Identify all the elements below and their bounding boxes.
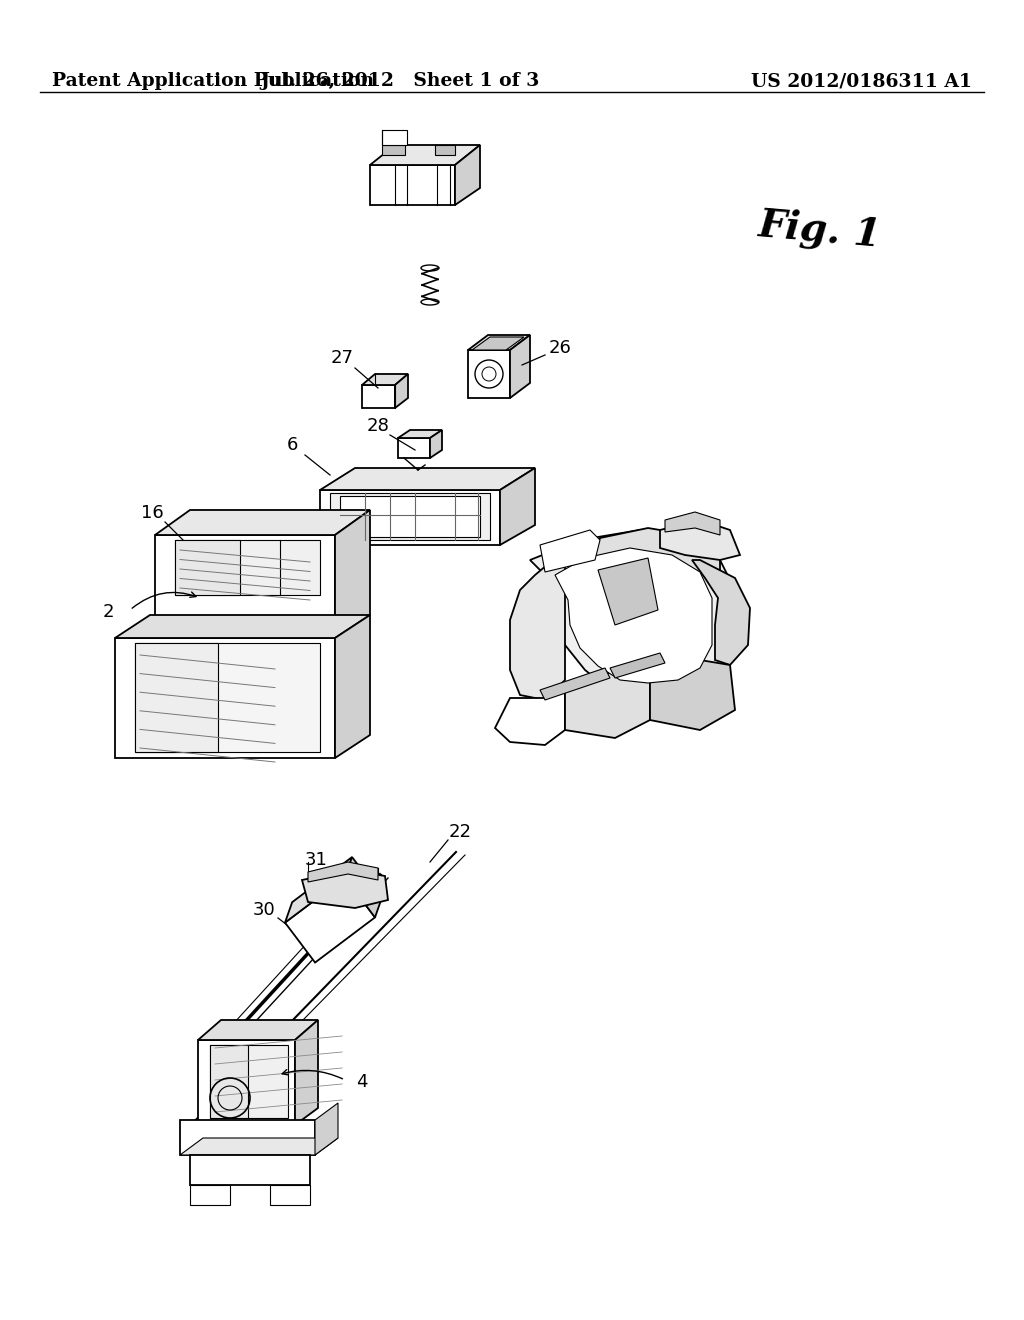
Polygon shape <box>370 145 480 165</box>
Polygon shape <box>180 1119 315 1155</box>
Text: 16: 16 <box>140 504 164 521</box>
Polygon shape <box>295 1020 318 1125</box>
Polygon shape <box>319 490 500 545</box>
Polygon shape <box>345 857 382 917</box>
Text: US 2012/0186311 A1: US 2012/0186311 A1 <box>751 73 972 90</box>
Polygon shape <box>692 560 750 665</box>
Polygon shape <box>540 531 600 572</box>
Polygon shape <box>370 165 455 205</box>
Polygon shape <box>315 1104 338 1155</box>
Polygon shape <box>650 660 735 730</box>
Polygon shape <box>135 643 319 752</box>
Polygon shape <box>302 870 388 908</box>
Polygon shape <box>335 510 370 640</box>
Polygon shape <box>155 535 335 640</box>
Polygon shape <box>510 550 565 700</box>
Polygon shape <box>210 1045 288 1118</box>
Polygon shape <box>155 510 370 535</box>
Polygon shape <box>382 145 406 154</box>
Polygon shape <box>455 145 480 205</box>
Text: 31: 31 <box>304 851 328 869</box>
Polygon shape <box>335 615 370 758</box>
Polygon shape <box>362 385 395 408</box>
Polygon shape <box>530 531 735 700</box>
Polygon shape <box>180 1138 338 1155</box>
Polygon shape <box>430 430 442 458</box>
Polygon shape <box>190 1155 310 1185</box>
Polygon shape <box>198 1020 318 1040</box>
Polygon shape <box>555 548 712 682</box>
Polygon shape <box>665 512 720 535</box>
Polygon shape <box>175 540 319 595</box>
Polygon shape <box>285 857 352 923</box>
Polygon shape <box>540 668 610 700</box>
Polygon shape <box>435 145 455 154</box>
Polygon shape <box>135 643 218 752</box>
Polygon shape <box>468 350 510 399</box>
Polygon shape <box>398 438 430 458</box>
Polygon shape <box>495 685 565 744</box>
Text: 4: 4 <box>356 1073 368 1092</box>
Text: Patent Application Publication: Patent Application Publication <box>52 73 374 90</box>
Polygon shape <box>198 1040 295 1125</box>
Polygon shape <box>190 1185 230 1205</box>
Polygon shape <box>340 496 480 537</box>
Polygon shape <box>175 540 240 595</box>
Polygon shape <box>468 335 530 350</box>
Text: 27: 27 <box>331 348 353 367</box>
Text: 6: 6 <box>287 436 298 454</box>
Polygon shape <box>398 430 442 438</box>
Polygon shape <box>610 653 665 678</box>
Polygon shape <box>285 878 375 962</box>
Text: 2: 2 <box>102 603 114 620</box>
Polygon shape <box>500 469 535 545</box>
Polygon shape <box>270 1185 310 1205</box>
Text: 22: 22 <box>449 822 471 841</box>
Polygon shape <box>395 374 408 408</box>
Text: 28: 28 <box>367 417 389 436</box>
Polygon shape <box>590 528 720 579</box>
Polygon shape <box>308 862 378 882</box>
Polygon shape <box>472 337 524 350</box>
Polygon shape <box>510 335 530 399</box>
Polygon shape <box>660 520 740 560</box>
Text: 26: 26 <box>549 339 571 356</box>
Polygon shape <box>115 638 335 758</box>
Polygon shape <box>565 671 650 738</box>
Polygon shape <box>319 469 535 490</box>
Polygon shape <box>330 492 490 540</box>
Polygon shape <box>115 615 370 638</box>
Text: Jul. 26, 2012   Sheet 1 of 3: Jul. 26, 2012 Sheet 1 of 3 <box>260 73 540 90</box>
Text: Fig. 1: Fig. 1 <box>757 206 883 255</box>
Polygon shape <box>382 129 407 145</box>
Polygon shape <box>362 374 408 385</box>
Polygon shape <box>598 558 658 624</box>
Polygon shape <box>210 1045 248 1118</box>
Text: 30: 30 <box>253 902 275 919</box>
